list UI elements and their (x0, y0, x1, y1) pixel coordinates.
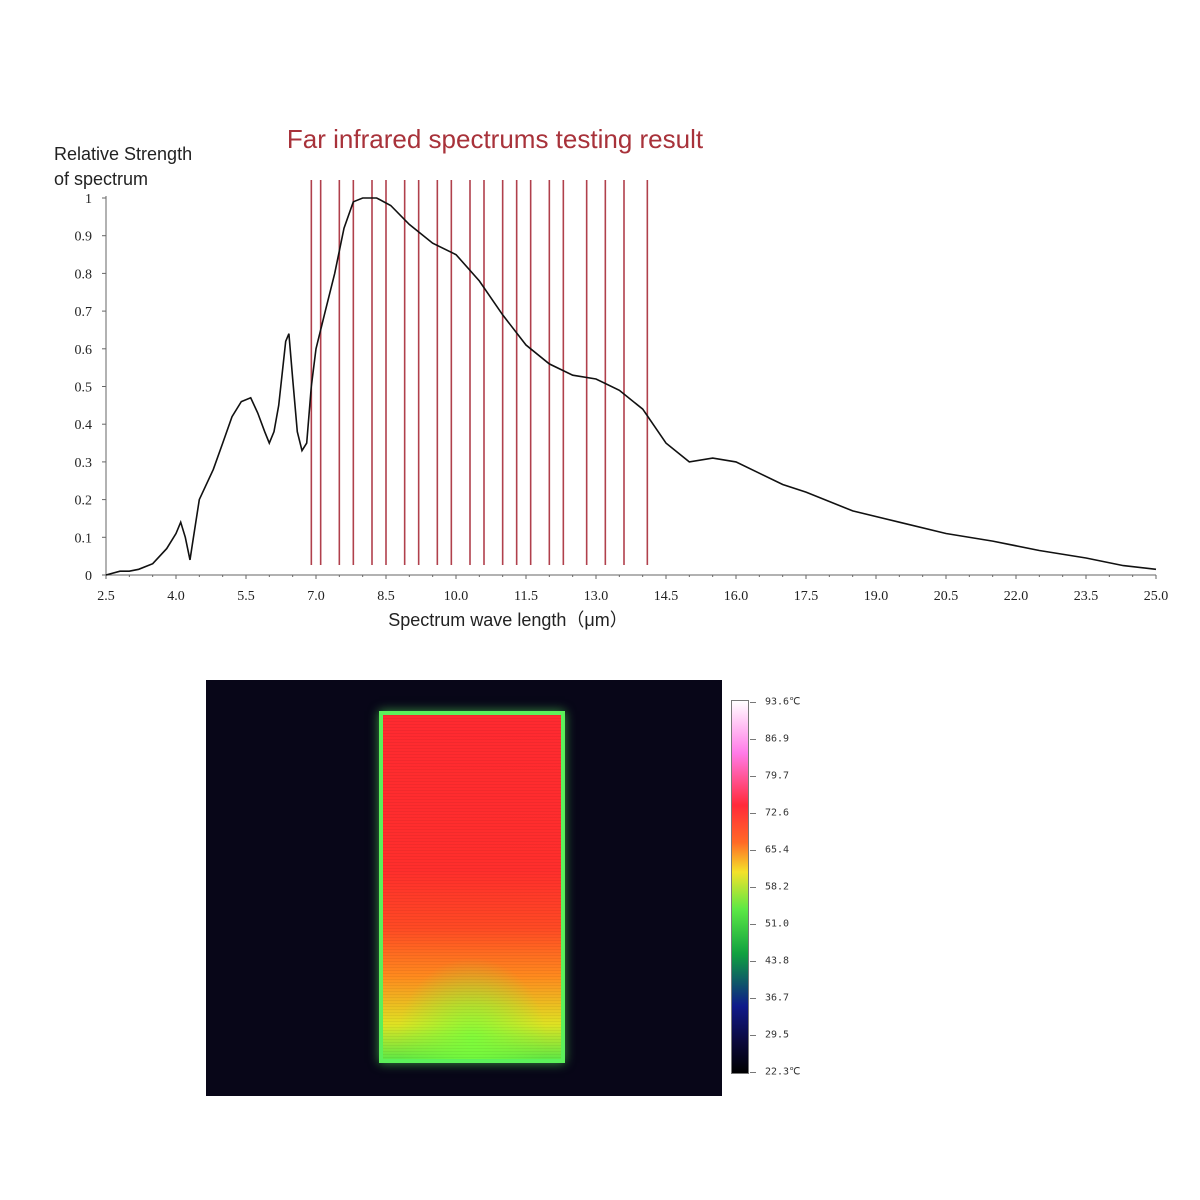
x-tick-label: 17.5 (794, 589, 819, 604)
colorbar-label: 36.7 (765, 992, 790, 1004)
y-tick-label: 0.9 (75, 230, 93, 245)
x-tick-label: 7.0 (307, 589, 325, 604)
y-tick-label: 0.5 (75, 381, 93, 396)
colorbar-tick (750, 998, 756, 999)
x-tick-label: 10.0 (444, 589, 469, 604)
y-tick-label: 0.2 (75, 494, 93, 509)
x-tick-label: 8.5 (377, 589, 395, 604)
heated-panel (383, 715, 561, 1059)
x-tick-label: 22.0 (1004, 589, 1029, 604)
y-tick-label: 0.1 (75, 531, 93, 546)
spectrum-curve (105, 197, 1157, 576)
x-tick-label: 2.5 (97, 589, 115, 604)
x-tick-label: 4.0 (167, 589, 185, 604)
x-tick-label: 20.5 (934, 589, 959, 604)
y-axis-label-line-2: of spectrum (54, 169, 148, 189)
spectrum-chart: Far infrared spectrums testing result Re… (54, 124, 1168, 630)
colorbar-label: 72.6 (765, 807, 790, 819)
colorbar-tick (750, 702, 756, 703)
temperature-colorbar (731, 700, 749, 1074)
chart-title: Far infrared spectrums testing result (287, 124, 704, 154)
colorbar-tick (750, 924, 756, 925)
x-tick-label: 13.0 (584, 589, 609, 604)
colorbar-tick (750, 1072, 756, 1073)
scan-lines (383, 715, 561, 1059)
y-tick-label: 0.8 (75, 267, 93, 282)
colorbar-tick (750, 813, 756, 814)
y-tick-label: 0.3 (75, 456, 93, 471)
colorbar-label: 86.9 (765, 733, 790, 745)
colorbar-label: 58.2 (765, 881, 790, 893)
y-tick-label: 1 (85, 192, 92, 207)
y-tick-label: 0.7 (75, 305, 93, 320)
x-axis-label: Spectrum wave length（μm） (388, 610, 627, 630)
x-tick-label: 5.5 (237, 589, 255, 604)
x-tick-label: 19.0 (864, 589, 889, 604)
x-ticks: 2.5 4.0 5.5 7.0 8.5 10.0 11.5 13.0 14.5 16.0 17.5 1… (97, 575, 1168, 604)
y-axis-label-line-1: Relative Strength (54, 144, 192, 164)
x-tick-label: 23.5 (1074, 589, 1099, 604)
colorbar-tick (750, 850, 756, 851)
colorbar-tick (750, 1035, 756, 1036)
x-tick-label: 25.0 (1144, 589, 1169, 604)
y-ticks: 0 0.1 0.2 0.3 0.4 0.5 0.6 0.7 0.8 0.9 1 (75, 192, 106, 584)
colorbar-tick (750, 739, 756, 740)
y-tick-label: 0.6 (75, 343, 93, 358)
band-lines (310, 180, 649, 565)
colorbar-tick (750, 887, 756, 888)
colorbar-label: 79.7 (765, 770, 790, 782)
colorbar-label: 65.4 (765, 844, 790, 856)
colorbar-label: 29.5 (765, 1029, 790, 1041)
colorbar-label: 93.6℃ (765, 696, 801, 708)
thermal-image (206, 680, 722, 1096)
y-tick-label: 0 (85, 569, 92, 584)
y-tick-label: 0.4 (75, 418, 93, 433)
x-tick-label: 11.5 (514, 589, 538, 604)
colorbar-label: 43.8 (765, 955, 790, 967)
colorbar-label: 22.3℃ (765, 1066, 801, 1078)
x-tick-label: 16.0 (724, 589, 749, 604)
x-tick-label: 14.5 (654, 589, 679, 604)
colorbar-tick (750, 776, 756, 777)
colorbar-tick (750, 961, 756, 962)
colorbar-label: 51.0 (765, 918, 790, 930)
